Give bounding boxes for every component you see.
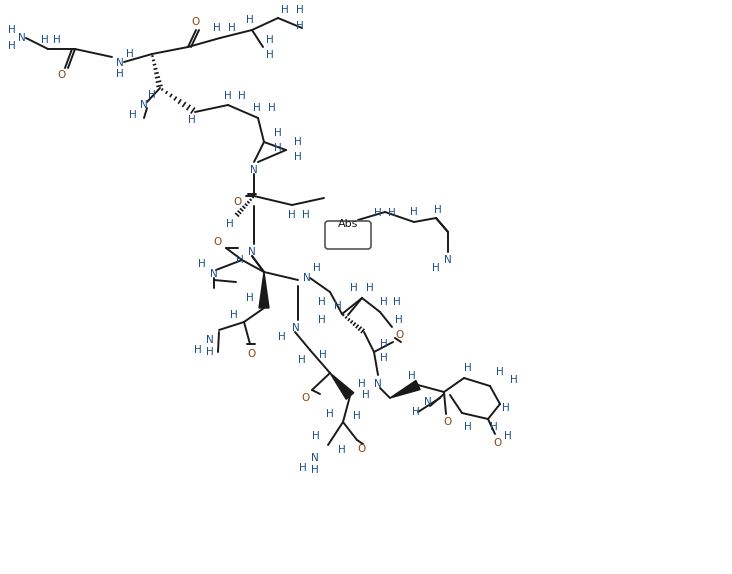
Text: H: H bbox=[410, 207, 418, 217]
Text: N: N bbox=[206, 335, 214, 345]
Text: H: H bbox=[380, 353, 388, 363]
Text: H: H bbox=[228, 23, 236, 33]
Text: H: H bbox=[464, 363, 472, 373]
Text: H: H bbox=[358, 379, 366, 389]
Text: H: H bbox=[502, 403, 510, 413]
Text: H: H bbox=[296, 5, 304, 15]
Text: H: H bbox=[148, 90, 156, 100]
Text: H: H bbox=[226, 219, 234, 229]
Text: H: H bbox=[41, 35, 49, 45]
Text: H: H bbox=[298, 355, 306, 365]
Text: H: H bbox=[53, 35, 61, 45]
Text: H: H bbox=[312, 431, 320, 441]
Text: H: H bbox=[236, 255, 244, 265]
Text: O: O bbox=[214, 237, 222, 247]
Text: H: H bbox=[319, 350, 327, 360]
Text: H: H bbox=[318, 297, 326, 307]
Text: H: H bbox=[246, 15, 254, 25]
Text: H: H bbox=[318, 315, 326, 325]
Text: H: H bbox=[246, 293, 254, 303]
Polygon shape bbox=[330, 373, 354, 400]
Text: H: H bbox=[408, 371, 416, 381]
Text: H: H bbox=[380, 297, 388, 307]
Text: H: H bbox=[490, 422, 498, 432]
Text: H: H bbox=[281, 5, 289, 15]
Text: Abs: Abs bbox=[337, 219, 358, 229]
Text: H: H bbox=[188, 115, 196, 125]
Text: O: O bbox=[358, 444, 366, 454]
Text: N: N bbox=[374, 379, 382, 389]
Text: N: N bbox=[116, 58, 124, 68]
Text: H: H bbox=[253, 103, 261, 113]
Polygon shape bbox=[259, 272, 269, 308]
Text: H: H bbox=[313, 263, 321, 273]
Text: N: N bbox=[303, 273, 311, 283]
Text: N: N bbox=[140, 100, 148, 110]
Text: H: H bbox=[224, 91, 232, 101]
Text: H: H bbox=[432, 263, 440, 273]
Text: H: H bbox=[326, 409, 334, 419]
Text: H: H bbox=[274, 128, 282, 138]
Text: H: H bbox=[238, 91, 246, 101]
Text: H: H bbox=[334, 301, 342, 311]
Text: N: N bbox=[444, 255, 452, 265]
Polygon shape bbox=[390, 381, 420, 398]
Text: H: H bbox=[129, 110, 137, 120]
Text: N: N bbox=[424, 397, 432, 407]
Text: H: H bbox=[388, 208, 396, 218]
Text: H: H bbox=[126, 49, 134, 59]
Text: O: O bbox=[302, 393, 310, 403]
Text: H: H bbox=[194, 345, 202, 355]
Text: N: N bbox=[210, 269, 218, 279]
Text: H: H bbox=[395, 315, 403, 325]
Text: N: N bbox=[292, 323, 300, 333]
Text: N: N bbox=[18, 33, 26, 43]
Text: H: H bbox=[374, 208, 382, 218]
Text: N: N bbox=[311, 453, 319, 463]
Text: H: H bbox=[8, 41, 16, 51]
Text: H: H bbox=[266, 35, 274, 45]
Text: H: H bbox=[380, 339, 388, 349]
Text: H: H bbox=[278, 332, 286, 342]
Text: H: H bbox=[299, 463, 307, 473]
Text: O: O bbox=[191, 17, 199, 27]
FancyBboxPatch shape bbox=[325, 221, 371, 249]
Text: H: H bbox=[338, 445, 346, 455]
Text: O: O bbox=[444, 417, 452, 427]
Text: H: H bbox=[294, 152, 302, 162]
Text: H: H bbox=[366, 283, 374, 293]
Text: O: O bbox=[234, 197, 242, 207]
Text: H: H bbox=[268, 103, 276, 113]
Text: H: H bbox=[294, 137, 302, 147]
Text: O: O bbox=[396, 330, 404, 340]
Text: H: H bbox=[206, 347, 214, 357]
Text: H: H bbox=[412, 407, 420, 417]
Text: H: H bbox=[510, 375, 518, 385]
Text: H: H bbox=[393, 297, 401, 307]
Text: H: H bbox=[350, 283, 358, 293]
Text: H: H bbox=[362, 390, 370, 400]
Text: H: H bbox=[302, 210, 310, 220]
Text: O: O bbox=[248, 349, 256, 359]
Text: H: H bbox=[464, 422, 472, 432]
Text: H: H bbox=[496, 367, 504, 377]
Text: H: H bbox=[296, 21, 304, 31]
Text: H: H bbox=[434, 205, 442, 215]
Text: H: H bbox=[504, 431, 512, 441]
Text: H: H bbox=[116, 69, 124, 79]
Text: H: H bbox=[230, 310, 238, 320]
Text: N: N bbox=[250, 165, 258, 175]
Text: H: H bbox=[353, 411, 361, 421]
Text: H: H bbox=[311, 465, 319, 475]
Text: H: H bbox=[213, 23, 221, 33]
Text: O: O bbox=[58, 70, 66, 80]
Text: H: H bbox=[198, 259, 206, 269]
Text: O: O bbox=[494, 438, 502, 448]
Text: H: H bbox=[266, 50, 274, 60]
Text: H: H bbox=[274, 143, 282, 153]
Text: H: H bbox=[288, 210, 296, 220]
Text: N: N bbox=[248, 247, 256, 257]
Text: H: H bbox=[8, 25, 16, 35]
